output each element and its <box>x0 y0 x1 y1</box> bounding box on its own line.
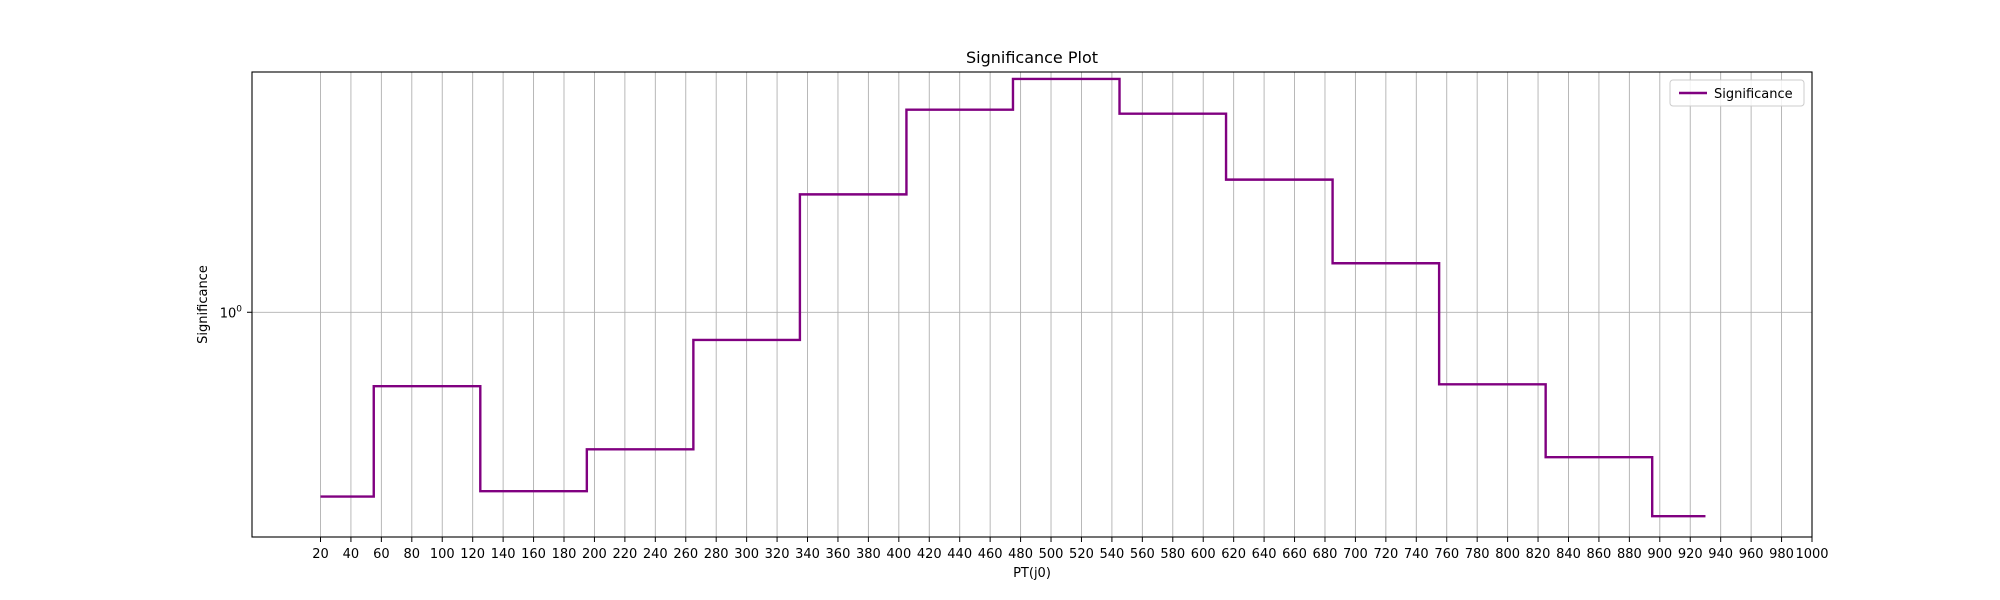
x-axis-label: PT(j0) <box>1013 566 1051 581</box>
legend-box <box>1669 79 1805 107</box>
x-tick-label: 20 <box>312 547 329 562</box>
x-tick-label: 440 <box>947 547 972 562</box>
x-tick-label: 840 <box>1556 547 1581 562</box>
x-axis-ticks: 20 40 60 80 100 120 140 160 180 200 220 240 260 280 30… <box>312 537 1829 562</box>
x-tick-label: 560 <box>1130 547 1155 562</box>
x-tick-label: 220 <box>612 547 637 562</box>
x-tick-label: 400 <box>886 547 911 562</box>
x-tick-label: 260 <box>673 547 698 562</box>
x-tick-label: 360 <box>826 547 851 562</box>
x-tick-label: 380 <box>856 547 881 562</box>
legend: Significance <box>1669 79 1805 107</box>
x-tick-label: 780 <box>1465 547 1490 562</box>
x-tick-label: 160 <box>521 547 546 562</box>
x-tick-label: 880 <box>1617 547 1642 562</box>
x-tick-label: 620 <box>1221 547 1246 562</box>
x-tick-label: 140 <box>491 547 516 562</box>
x-tick-label: 60 <box>373 547 390 562</box>
x-tick-label: 420 <box>917 547 942 562</box>
x-tick-label: 120 <box>460 547 485 562</box>
x-tick-label: 600 <box>1191 547 1216 562</box>
x-tick-label: 640 <box>1252 547 1277 562</box>
x-tick-label: 860 <box>1587 547 1612 562</box>
series-significance-line <box>320 77 1706 518</box>
x-tick-label: 480 <box>1008 547 1033 562</box>
y-axis-ticks: 100 <box>220 304 252 321</box>
x-tick-label: 340 <box>795 547 820 562</box>
x-tick-label: 580 <box>1160 547 1185 562</box>
x-tick-label: 520 <box>1069 547 1094 562</box>
x-tick-label: 460 <box>978 547 1003 562</box>
x-tick-label: 180 <box>552 547 577 562</box>
x-tick-label: 240 <box>643 547 668 562</box>
x-tick-label: 900 <box>1647 547 1672 562</box>
plot-frame <box>251 71 1813 538</box>
x-tick-label: 800 <box>1495 547 1520 562</box>
x-tick-label: 80 <box>404 547 421 562</box>
x-tick-label: 660 <box>1282 547 1307 562</box>
series-layer <box>320 77 1706 518</box>
x-tick-label: 680 <box>1313 547 1338 562</box>
x-tick-label: 280 <box>704 547 729 562</box>
chart-title: Significance Plot <box>966 48 1098 67</box>
x-tick-label: 1000 <box>1795 547 1828 562</box>
x-tick-label: 960 <box>1739 547 1764 562</box>
x-tick-label: 920 <box>1678 547 1703 562</box>
x-tick-label: 980 <box>1769 547 1794 562</box>
x-tick-label: 760 <box>1434 547 1459 562</box>
x-tick-label: 200 <box>582 547 607 562</box>
legend-entry-significance: Significance <box>1714 87 1793 102</box>
y-axis-label: Significance <box>196 265 211 344</box>
x-tick-label: 540 <box>1099 547 1124 562</box>
y-tick-label: 100 <box>220 304 243 321</box>
x-tick-label: 500 <box>1039 547 1064 562</box>
x-tick-label: 820 <box>1526 547 1551 562</box>
grid-lines <box>252 72 1813 537</box>
x-tick-label: 320 <box>765 547 790 562</box>
x-tick-label: 300 <box>734 547 759 562</box>
x-tick-label: 700 <box>1343 547 1368 562</box>
x-tick-label: 100 <box>430 547 455 562</box>
x-tick-label: 940 <box>1708 547 1733 562</box>
x-tick-label: 720 <box>1373 547 1398 562</box>
x-tick-label: 740 <box>1404 547 1429 562</box>
x-tick-label: 40 <box>343 547 360 562</box>
